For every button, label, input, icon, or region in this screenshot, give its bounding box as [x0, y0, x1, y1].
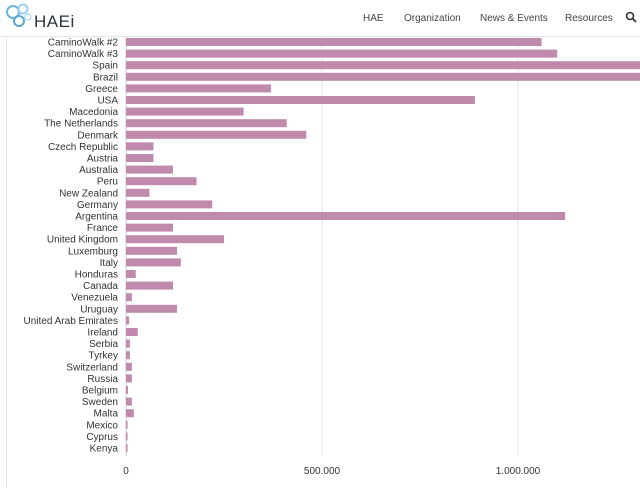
bar[interactable]	[126, 142, 154, 151]
category-label: New Zealand	[59, 188, 118, 199]
bar[interactable]	[126, 165, 174, 174]
category-label: Uruguay	[80, 304, 118, 315]
bar[interactable]	[126, 61, 640, 70]
category-label: Germany	[77, 200, 118, 211]
bar[interactable]	[126, 420, 128, 429]
category-label: Spain	[92, 61, 118, 72]
bar[interactable]	[126, 154, 154, 162]
category-label: Greece	[85, 84, 118, 95]
category-label: Luxemburg	[68, 246, 118, 257]
category-label: Honduras	[75, 270, 118, 281]
category-label: Russia	[87, 374, 118, 385]
bar[interactable]	[126, 339, 130, 348]
category-label: Brazil	[93, 72, 118, 83]
category-label: Italy	[100, 258, 118, 269]
category-label: Belgium	[82, 386, 118, 397]
category-label: Sweden	[82, 397, 118, 408]
bar[interactable]	[126, 212, 566, 220]
site-logo[interactable]: HAEi	[4, 2, 94, 34]
bar[interactable]	[126, 386, 128, 394]
bar[interactable]	[126, 130, 307, 139]
bar[interactable]	[126, 177, 197, 186]
bar[interactable]	[126, 397, 132, 406]
category-label: United Arab Emirates	[24, 316, 119, 327]
bar-chart: 0500.0001.000.0001.500.0002.000.000Camin…	[24, 36, 640, 477]
category-label: Kenya	[90, 444, 119, 455]
bar[interactable]	[126, 281, 174, 290]
category-label: Tyrkey	[89, 351, 118, 362]
category-label: Malta	[94, 409, 119, 420]
bar[interactable]	[126, 96, 475, 104]
category-label: Denmark	[77, 130, 119, 141]
category-label: USA	[97, 96, 118, 107]
bar[interactable]	[126, 362, 132, 371]
category-label: Peru	[97, 177, 118, 188]
bar[interactable]	[126, 409, 134, 418]
bar[interactable]	[126, 270, 136, 278]
category-label: Ireland	[87, 328, 118, 339]
bar[interactable]	[126, 188, 150, 197]
nav-hae[interactable]: HAE	[363, 13, 384, 24]
bar[interactable]	[126, 200, 213, 209]
bar[interactable]	[126, 107, 244, 116]
chart-panel: 0500.0001.000.0001.500.0002.000.000Camin…	[6, 36, 640, 488]
category-label: The Netherlands	[44, 119, 118, 130]
bar[interactable]	[126, 304, 177, 313]
bar[interactable]	[126, 351, 130, 360]
x-tick-label: 500.000	[304, 466, 341, 477]
category-label: Australia	[79, 165, 118, 176]
search-icon[interactable]	[625, 11, 637, 23]
category-label: Argentina	[75, 212, 118, 223]
category-label: CaminoWalk #3	[48, 49, 119, 60]
bar[interactable]	[126, 38, 542, 46]
bar[interactable]	[126, 119, 287, 128]
x-tick-label: 0	[123, 466, 129, 477]
bar[interactable]	[126, 258, 181, 267]
nav-news-events[interactable]: News & Events	[480, 13, 548, 24]
bar[interactable]	[126, 223, 174, 232]
site-header: HAEi HAE Organization News & Events Reso…	[0, 0, 640, 37]
category-label: Switzerland	[66, 362, 118, 373]
bar[interactable]	[126, 374, 132, 383]
category-label: CaminoWalk #2	[48, 38, 119, 49]
x-tick-label: 1.000.000	[496, 466, 541, 477]
bar[interactable]	[126, 235, 224, 244]
category-label: Austria	[87, 154, 119, 165]
bar[interactable]	[126, 328, 138, 336]
logo-bubbles-icon	[6, 3, 32, 27]
nav-organization[interactable]: Organization	[404, 13, 461, 24]
category-label: Serbia	[89, 339, 118, 350]
category-label: United Kingdom	[47, 235, 118, 246]
category-label: France	[87, 223, 119, 234]
category-label: Venezuela	[71, 293, 118, 304]
bar[interactable]	[126, 72, 640, 81]
nav-resources[interactable]: Resources	[565, 13, 613, 24]
bar[interactable]	[126, 432, 128, 441]
category-label: Czech Republic	[48, 142, 118, 153]
bar[interactable]	[126, 49, 558, 58]
category-label: Cyprus	[86, 432, 118, 443]
category-label: Mexico	[86, 420, 118, 431]
bar[interactable]	[126, 84, 272, 93]
logo-text: HAEi	[34, 12, 75, 31]
category-label: Canada	[83, 281, 118, 292]
category-label: Macedonia	[69, 107, 118, 118]
bar[interactable]	[126, 316, 130, 325]
bar[interactable]	[126, 293, 132, 302]
bar[interactable]	[126, 444, 128, 452]
bar[interactable]	[126, 246, 177, 255]
